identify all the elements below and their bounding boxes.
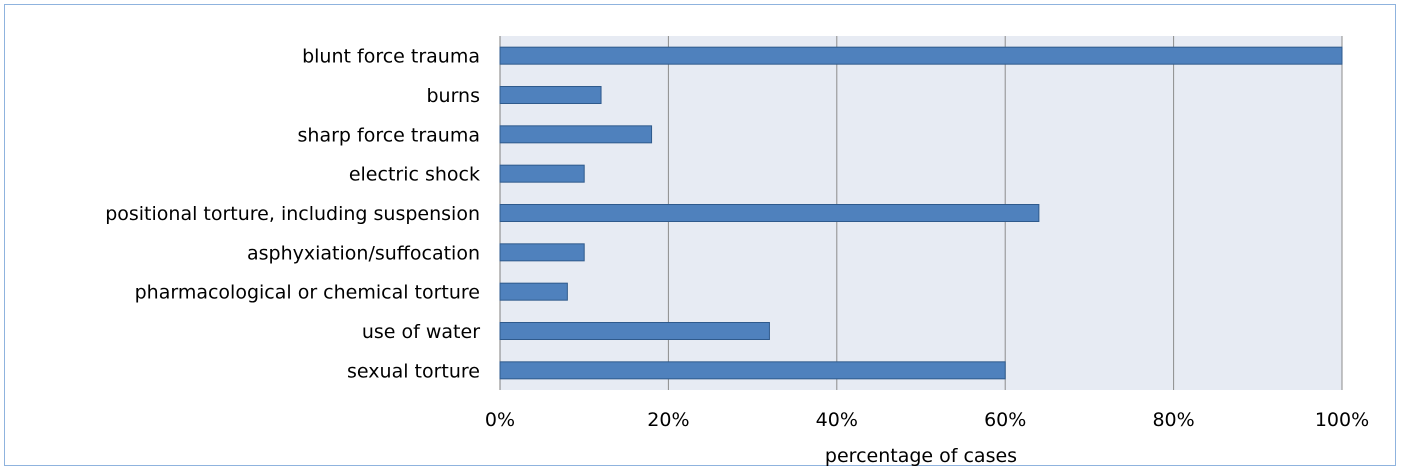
bar: [499, 204, 1040, 222]
category-label: positional torture, including suspension: [105, 203, 480, 225]
x-axis-title: percentage of cases: [825, 445, 1017, 467]
x-tick-label: 20%: [647, 409, 689, 431]
bar: [499, 46, 1343, 65]
bar: [499, 361, 1006, 380]
category-label: electric shock: [349, 164, 480, 186]
category-label: use of water: [362, 321, 480, 343]
category-label: sharp force trauma: [298, 124, 480, 146]
x-tick-label: 0%: [485, 409, 515, 431]
bar: [499, 243, 585, 262]
bar: [499, 125, 653, 144]
bar: [499, 86, 602, 104]
bars: [499, 46, 1343, 380]
category-label: pharmacological or chemical torture: [135, 282, 480, 304]
category-labels: blunt force trauma burns sharp force traum…: [105, 46, 480, 383]
bar: [499, 322, 770, 340]
x-tick-label: 40%: [816, 409, 858, 431]
bar: [499, 282, 568, 301]
category-label: asphyxiation/suffocation: [247, 242, 480, 264]
category-label: sexual torture: [347, 360, 480, 382]
category-label: burns: [426, 85, 480, 107]
x-tick-label: 60%: [984, 409, 1026, 431]
bar: [499, 164, 585, 183]
x-tick-label: 100%: [1315, 409, 1369, 431]
x-tick-labels: 0% 20% 40% 60% 80% 100%: [485, 409, 1369, 431]
x-tick-label: 80%: [1152, 409, 1194, 431]
category-label: blunt force trauma: [302, 46, 480, 68]
